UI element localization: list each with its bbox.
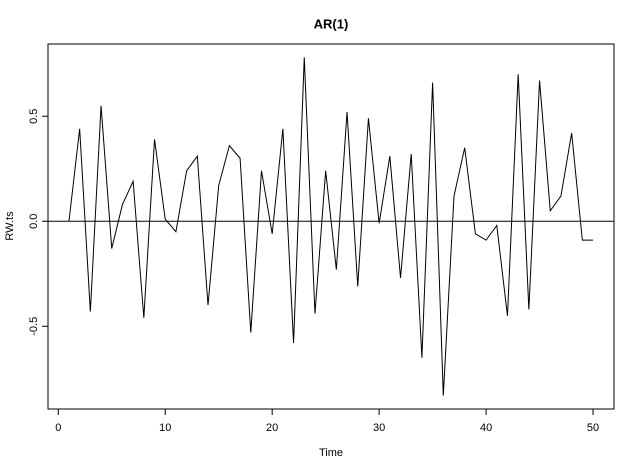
data-line [68, 57, 594, 396]
x-tick-label: 0 [55, 422, 61, 434]
y-tick-label: 0.0 [28, 214, 40, 229]
x-tick-label: 40 [480, 422, 492, 434]
x-tick-label: 20 [266, 422, 278, 434]
plot-box [47, 43, 615, 410]
y-tick-label: 0.5 [28, 109, 40, 124]
x-axis-label: Time [319, 447, 343, 459]
chart-title: AR(1) [314, 16, 349, 31]
x-tick-label: 50 [587, 422, 599, 434]
y-axis-label: RW.ts [4, 211, 16, 241]
x-tick-label: 10 [159, 422, 171, 434]
y-tick-label: -0.5 [28, 317, 40, 336]
x-tick-label: 30 [373, 422, 385, 434]
